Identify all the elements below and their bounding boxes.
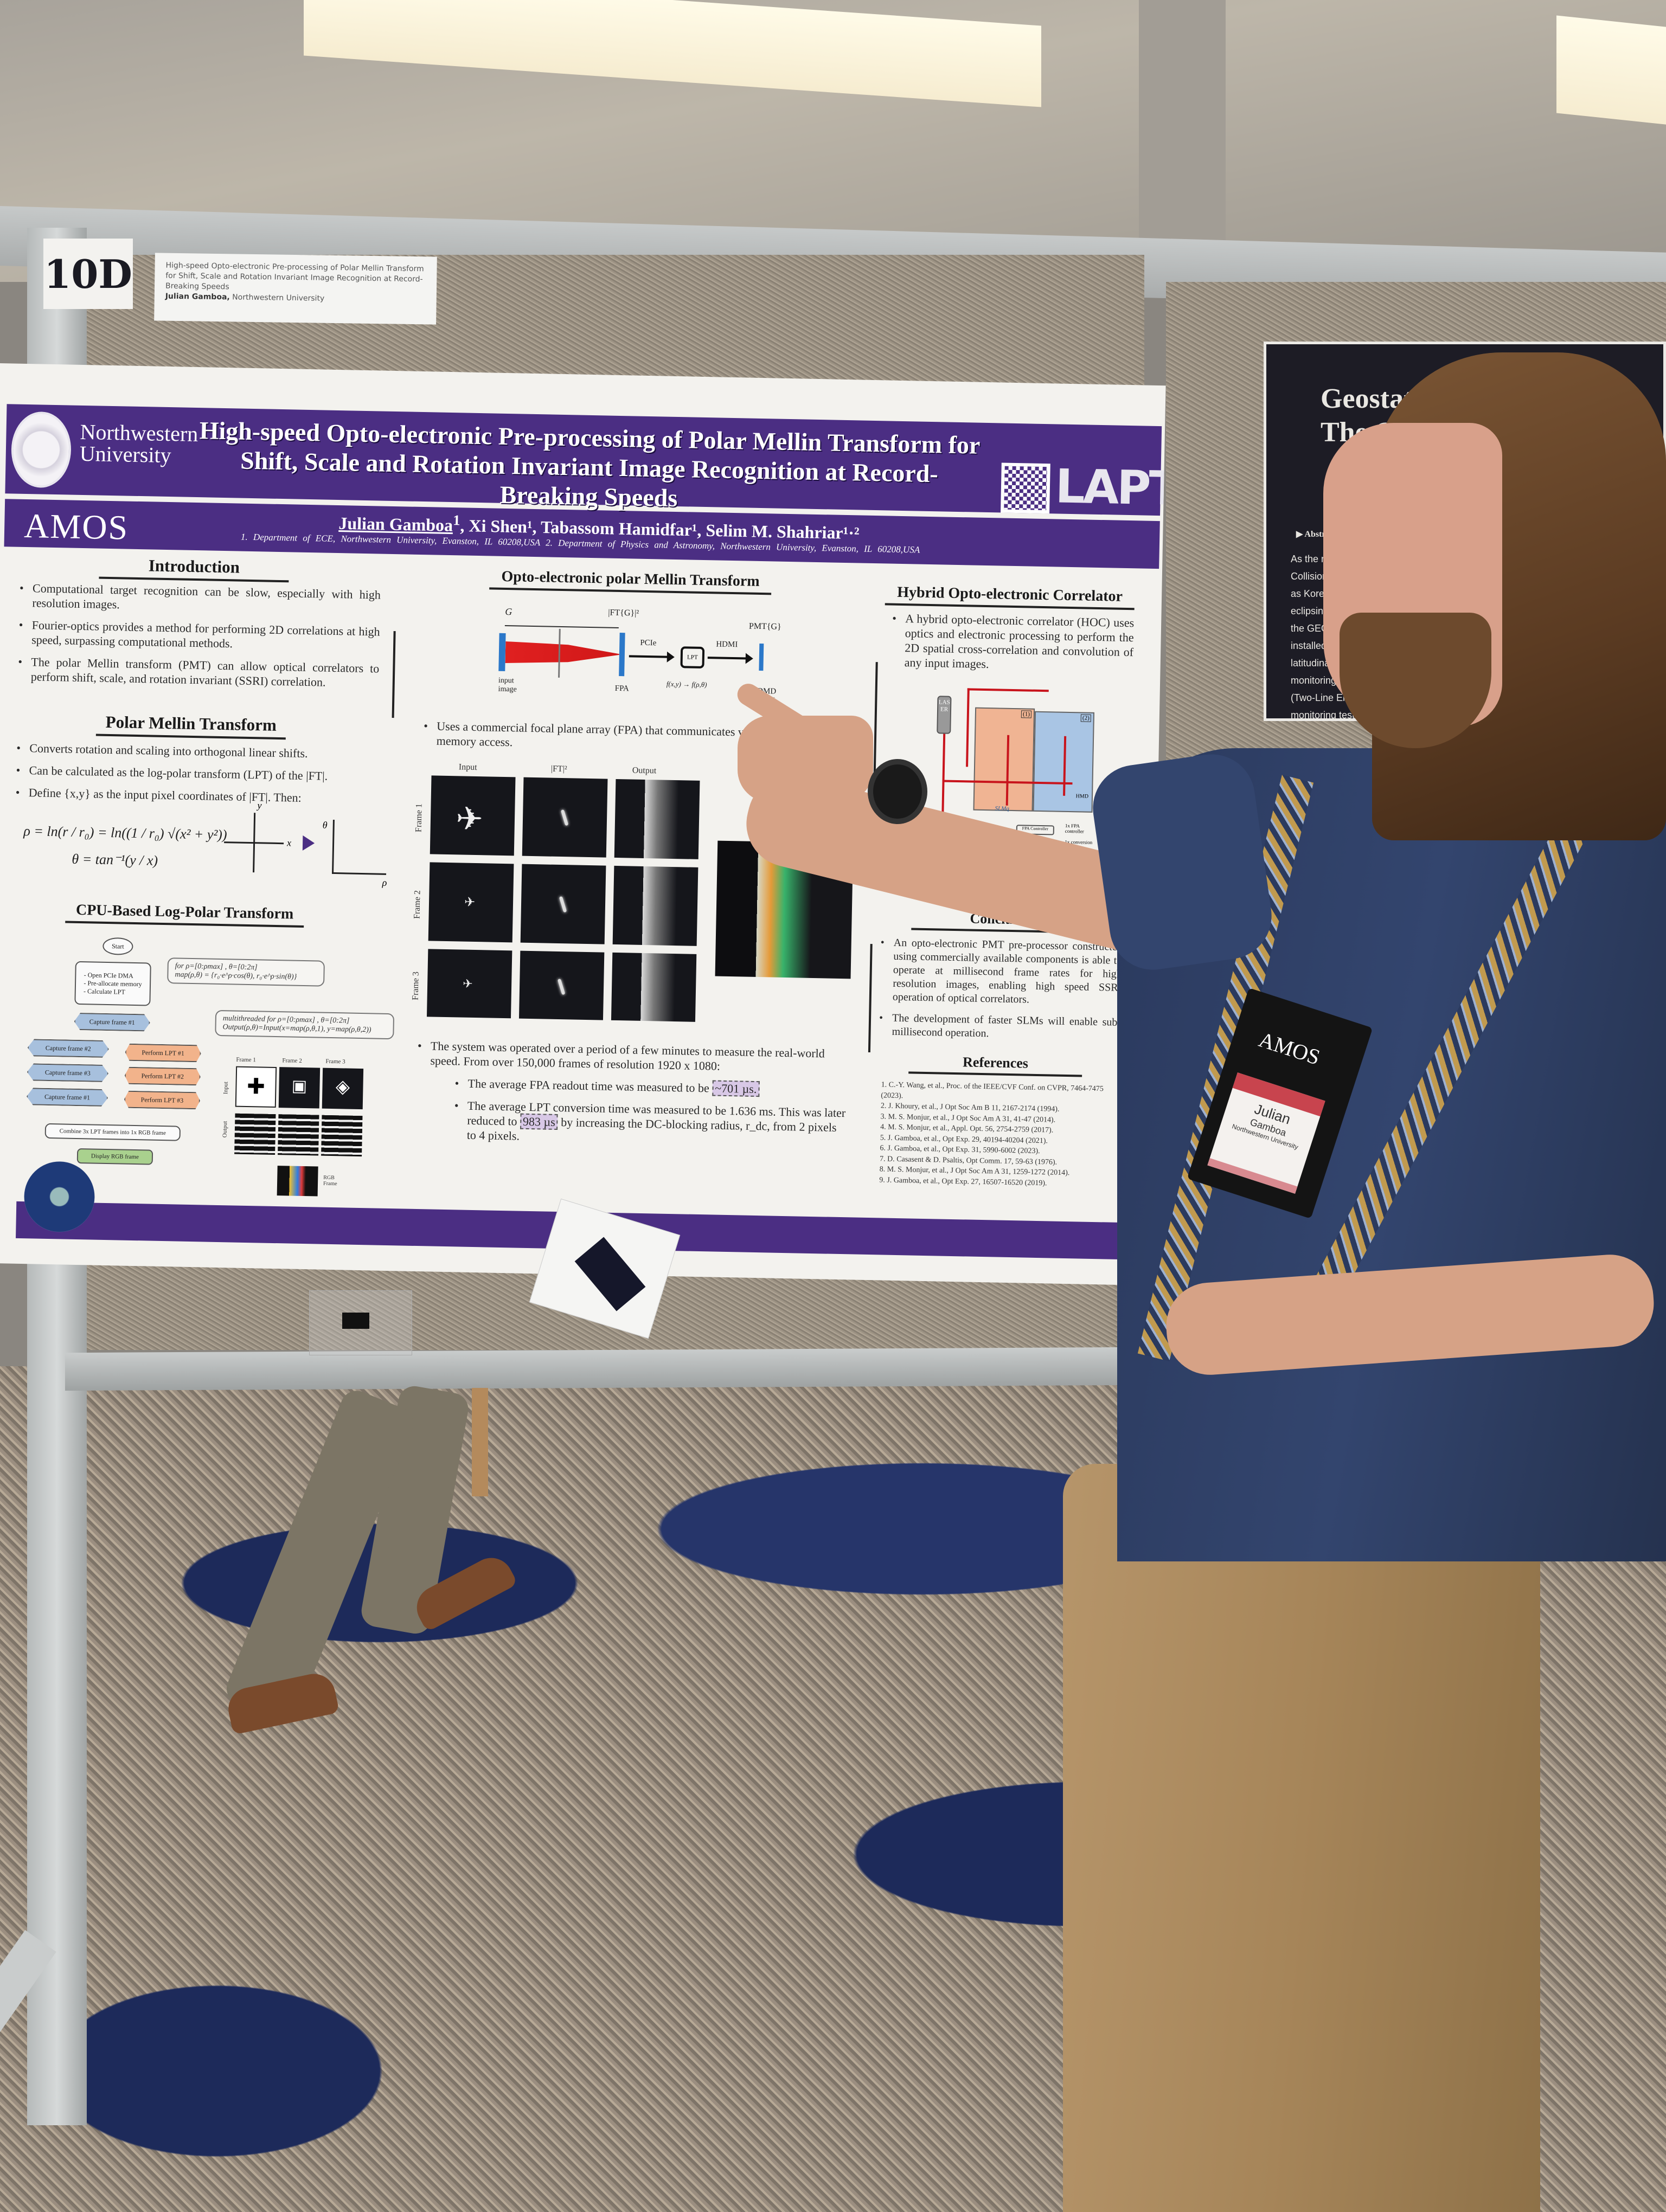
fpa-time-highlight: ~701 µs. <box>712 1080 760 1097</box>
pcie-arrow <box>629 655 672 658</box>
input-frame-2: ✈ <box>428 862 514 943</box>
output-frame-2 <box>612 865 699 946</box>
flowchart-lpt-3: Perform LPT #3 <box>124 1091 201 1110</box>
cpu-lpt-heading: CPU-Based Log-Polar Transform <box>65 901 304 928</box>
flowchart-note-multithread: multithreaded for ρ=[0:ρmax] , θ=[0:2π] … <box>215 1009 395 1040</box>
booth-label-author: Julian Gamboa, <box>165 292 230 302</box>
ceiling-light <box>1556 15 1666 126</box>
pmt-heading: Polar Mellin Transform <box>95 712 286 740</box>
hdmi-arrow <box>707 657 751 660</box>
ceiling-beam <box>1139 0 1226 282</box>
dmd-slm-icon <box>759 643 764 671</box>
presenter-beard <box>1340 613 1491 748</box>
rho-equation: ρ = ln(r / r₀) = ln((1 / r₀) √(x² + y²)) <box>23 822 227 843</box>
cartesian-axes-icon: y x <box>223 800 291 873</box>
booth-number: 10D <box>43 239 133 309</box>
axis-y-label: y <box>257 800 262 811</box>
opto-pmt-heading: Opto-electronic polar Mellin Transform <box>489 568 772 595</box>
laser-beam <box>505 641 620 665</box>
flowchart-start: Start <box>102 937 133 955</box>
conclusion-text: An opto-electronic PMT pre-processor con… <box>876 936 1123 1051</box>
booth-label: High-speed Opto-electronic Pre-processin… <box>154 253 437 325</box>
optical-setup-diagram: G |FT{G}|² PMT{G} PCIe LPT HDMI input im… <box>498 606 781 705</box>
presenter-pants <box>1063 1464 1540 2212</box>
axis-rho-label: ρ <box>382 877 387 888</box>
output-frame-1 <box>614 779 700 859</box>
hoc-heading: Hybrid Opto-electronic Correlator <box>885 583 1135 610</box>
introduction-heading: Introduction <box>99 555 290 583</box>
theta-equation: θ = tan⁻¹(y / x) <box>72 851 158 869</box>
lpt-time-highlight: 983 µs <box>520 1113 559 1130</box>
input-frame-3: ✈ <box>427 949 512 1019</box>
ft-frame-2 <box>520 864 606 944</box>
column-divider <box>868 944 873 1053</box>
beam-path <box>966 688 970 767</box>
lapt-logo: LAPT <box>1055 459 1166 516</box>
flowchart-note-map: for ρ=[0:ρmax] , θ=[0:2π] map(ρ,θ) = {r₀… <box>167 957 325 987</box>
qr-code-icon <box>1001 462 1050 514</box>
introduction-text: Computational target recognition can be … <box>15 581 381 698</box>
axis-theta-label: θ <box>322 819 328 831</box>
booth-label-affiliation: Northwestern University <box>232 293 325 303</box>
poster-board-bottom-rail <box>65 1347 1128 1391</box>
flowchart-capture-1b: Capture frame #1 <box>27 1088 108 1107</box>
flowchart-lpt-1: Perform LPT #1 <box>125 1044 201 1063</box>
ceiling-light <box>304 0 1041 107</box>
flowchart-combine: Combine 3x LPT frames into 1x RGB frame <box>44 1123 181 1141</box>
presenter-sleeve <box>1087 748 1277 976</box>
speed-results: The system was operated over a period of… <box>413 1038 849 1157</box>
column-divider <box>392 631 396 718</box>
laser-icon: LASER <box>937 696 952 734</box>
stand-pole <box>472 1388 488 1496</box>
flowchart-init: - Open PCIe DMA - Pre-allocate memory - … <box>74 961 151 1006</box>
flowchart-lpt-2: Perform LPT #2 <box>125 1067 201 1086</box>
output-frame-3 <box>611 952 697 1022</box>
flowchart-capture-3: Capture frame #3 <box>27 1063 109 1082</box>
ft-frame-1 <box>522 777 608 858</box>
input-frame-1: ✈ <box>430 775 516 856</box>
presenter-name: Julian Gamboa <box>338 513 453 535</box>
ft-frame-3 <box>518 950 605 1020</box>
log-polar-axes-icon: θ ρ <box>323 820 387 888</box>
flowchart-capture-2: Capture frame #2 <box>27 1039 109 1058</box>
references-heading: References <box>908 1053 1082 1077</box>
references-list: 1. C.-Y. Wang, et al., Proc. of the IEEE… <box>879 1081 1104 1187</box>
poster-title: High-speed Opto-electronic Pre-processin… <box>199 416 981 512</box>
fpa-icon <box>619 633 625 677</box>
amos-logo: AMOS <box>23 506 129 547</box>
university-name: Northwestern University <box>79 419 198 468</box>
flowchart-display: Display RGB frame <box>76 1148 153 1165</box>
flowchart-capture-first: Capture frame #1 <box>74 1013 150 1032</box>
axis-x-label: x <box>286 837 292 848</box>
lpt-box: LPT <box>680 646 705 669</box>
card-holder <box>309 1290 412 1355</box>
smartwatch-icon <box>868 759 927 824</box>
correlator-stage-1: (1) <box>973 707 1035 812</box>
arrow-right-icon <box>302 835 315 851</box>
input-plate-icon <box>498 633 506 671</box>
pmt-text: Converts rotation and scaling into ortho… <box>13 741 394 814</box>
beam-path <box>967 688 1049 692</box>
hoc-text: A hybrid opto-electronic correlator (HOC… <box>889 611 1134 682</box>
booth-label-title: High-speed Opto-electronic Pre-processin… <box>165 261 424 292</box>
lpt-example-grid: Frame 1 Frame 2 Frame 3 Input Output ✚ ▣… <box>222 1056 377 1200</box>
